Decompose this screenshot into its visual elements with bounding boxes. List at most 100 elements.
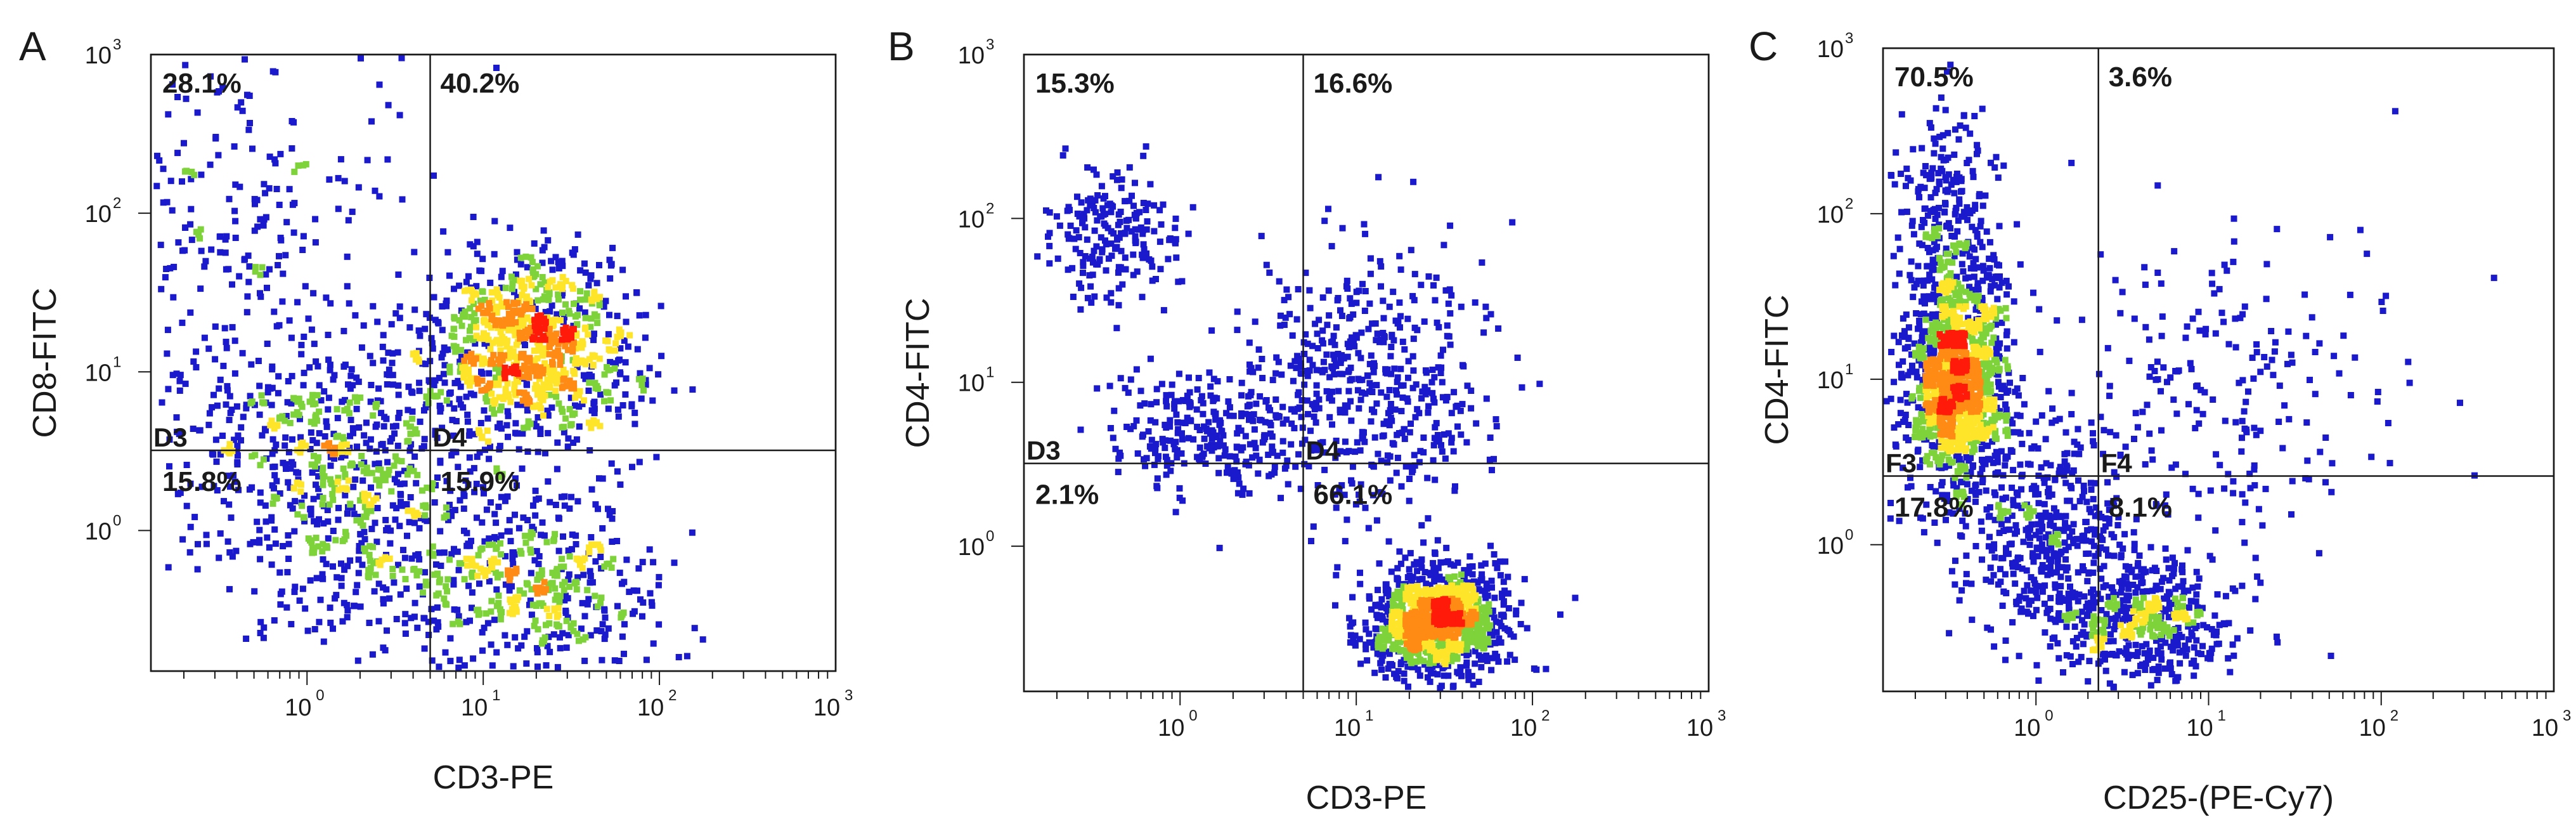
event-dot	[523, 660, 530, 667]
event-dot	[1431, 374, 1438, 381]
event-dot	[457, 560, 463, 567]
event-dot	[518, 351, 525, 358]
event-dot	[219, 433, 226, 439]
event-dot	[1378, 666, 1385, 673]
event-dot	[2379, 308, 2386, 314]
event-dot	[586, 568, 593, 575]
event-dot	[337, 156, 344, 163]
event-dot	[1268, 471, 1275, 478]
event-dot	[475, 552, 482, 559]
event-dot	[508, 583, 515, 590]
event-dot	[1115, 264, 1122, 271]
event-dot	[479, 519, 486, 526]
event-dot	[1406, 596, 1413, 603]
event-dot	[1147, 181, 1154, 188]
event-dot	[1498, 639, 1505, 646]
event-dot	[572, 360, 579, 367]
event-dot	[383, 586, 390, 593]
event-dot	[349, 208, 356, 215]
event-dot	[1483, 315, 1490, 322]
event-dot	[1482, 560, 1489, 567]
event-dot	[1431, 618, 1438, 625]
event-dot	[1240, 485, 1247, 492]
event-dot	[607, 262, 614, 269]
event-dot	[592, 501, 599, 508]
event-dot	[398, 55, 405, 62]
event-dot	[600, 303, 607, 310]
event-dot	[1034, 253, 1041, 260]
event-dot	[386, 595, 393, 602]
event-dot	[2097, 251, 2104, 258]
event-dot	[2017, 608, 2024, 615]
event-dot	[1313, 382, 1320, 389]
event-dot	[521, 285, 527, 292]
event-dot	[284, 399, 291, 406]
event-dot	[1350, 339, 1357, 346]
event-dot	[282, 434, 289, 441]
event-dot	[529, 403, 536, 410]
event-dot	[1276, 278, 1283, 285]
event-dot	[2191, 672, 2197, 679]
event-dot	[463, 353, 470, 360]
event-dot	[617, 481, 624, 488]
event-dot	[1110, 434, 1116, 441]
event-dot	[2162, 545, 2169, 552]
event-dot	[1163, 398, 1170, 405]
event-dot	[2241, 539, 2248, 546]
event-dot	[508, 273, 515, 280]
event-dot	[1505, 590, 1511, 597]
event-dot	[560, 533, 566, 540]
event-dot	[1389, 662, 1395, 669]
event-dot	[1304, 341, 1311, 348]
event-dot	[1258, 233, 1265, 240]
event-dot	[1122, 198, 1129, 205]
event-dot	[1903, 311, 1910, 318]
event-dot	[555, 400, 562, 407]
event-dot	[2142, 323, 2149, 330]
event-dot	[497, 571, 504, 578]
event-dot	[367, 436, 374, 443]
event-dot	[2303, 419, 2310, 426]
event-dot	[233, 547, 240, 554]
event-dot	[416, 583, 423, 590]
event-dot	[330, 451, 337, 457]
event-dot	[1278, 495, 1284, 502]
event-dot	[553, 466, 560, 473]
event-dot	[1510, 633, 1517, 640]
event-dot	[591, 410, 598, 417]
event-dot	[264, 284, 270, 291]
event-dot	[440, 370, 447, 377]
event-dot	[488, 641, 495, 648]
event-dot	[460, 505, 467, 512]
event-dot	[565, 547, 572, 554]
event-dot	[467, 323, 474, 330]
event-dot	[316, 493, 323, 500]
event-dot	[562, 610, 569, 616]
event-dot	[1458, 620, 1465, 626]
event-dot	[2010, 570, 2017, 577]
event-dot	[2102, 667, 2109, 674]
event-dot	[1463, 646, 1470, 653]
event-dot	[1369, 320, 1376, 327]
event-dot	[382, 516, 389, 523]
event-dot	[1179, 436, 1186, 443]
event-dot	[507, 596, 514, 603]
event-dot	[416, 388, 423, 395]
event-dot	[534, 263, 541, 270]
event-dot	[2146, 336, 2152, 343]
event-dot	[434, 434, 441, 441]
event-dot	[2002, 637, 2009, 644]
event-dot	[637, 596, 644, 603]
event-dot	[467, 376, 474, 383]
event-dot	[514, 482, 520, 489]
event-dot	[595, 506, 601, 513]
event-dot	[2302, 475, 2309, 481]
event-dot	[351, 603, 358, 610]
event-dot	[1404, 584, 1411, 591]
event-dot	[2327, 653, 2334, 659]
event-dot	[430, 617, 437, 624]
event-dot	[355, 184, 362, 191]
event-dot	[406, 519, 413, 526]
event-dot	[1488, 632, 1495, 639]
event-dot	[1425, 515, 1432, 522]
